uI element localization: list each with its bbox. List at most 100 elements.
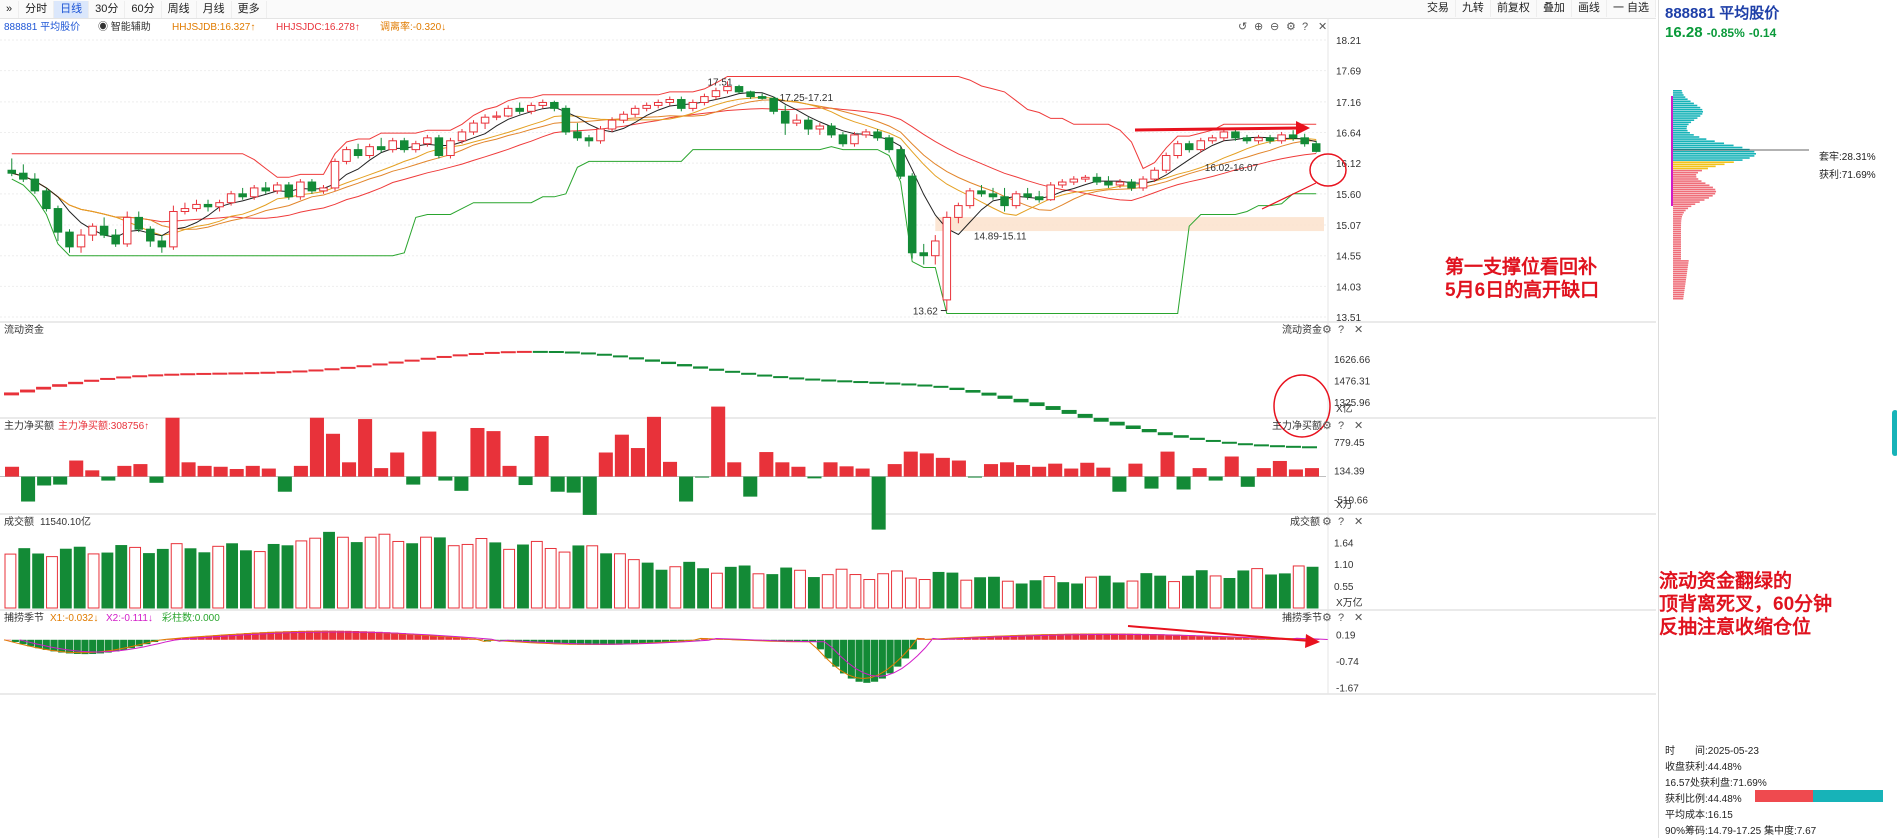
fishing-bar xyxy=(801,639,809,643)
fishing-bar xyxy=(1188,635,1196,640)
chip-bar xyxy=(1673,264,1689,266)
fishing-bar xyxy=(452,637,461,640)
liquidity-segment xyxy=(1109,421,1125,426)
tab-60min[interactable]: 60分 xyxy=(125,0,162,18)
y-tick-label: 16.12 xyxy=(1336,159,1361,170)
turnover-bar xyxy=(1043,576,1056,609)
liquidity-segment xyxy=(869,381,885,384)
tab-monthly[interactable]: 月线 xyxy=(197,0,232,18)
draw-line-button[interactable]: 画线 xyxy=(1572,0,1607,17)
netbuy-bar xyxy=(919,453,934,477)
chip-bar xyxy=(1673,106,1701,109)
fishing-bar xyxy=(58,639,66,653)
liquidity-segment xyxy=(981,392,997,396)
netbuy-bar xyxy=(470,427,485,477)
candle-body xyxy=(977,190,986,195)
turnover-bar xyxy=(281,545,294,609)
overlay-button[interactable]: 叠加 xyxy=(1537,0,1572,17)
liquidity-segment xyxy=(1029,402,1045,407)
candle-body xyxy=(134,216,144,230)
fishing-bar xyxy=(305,630,314,640)
turnover-bar xyxy=(1181,575,1194,609)
tab-more[interactable]: 更多 xyxy=(232,0,267,18)
chip-bar xyxy=(1673,108,1703,111)
candle-body xyxy=(1034,196,1044,201)
fishing-bar xyxy=(1234,637,1242,640)
netbuy-bar xyxy=(887,464,902,477)
chip-bar xyxy=(1673,293,1684,296)
upper-band-line xyxy=(11,76,1317,178)
liquidity-segment xyxy=(292,370,308,373)
liquidity-segment xyxy=(837,380,853,383)
nine-turn-button[interactable]: 九转 xyxy=(1456,0,1491,17)
chip-bar xyxy=(1673,234,1682,237)
fishing-bar xyxy=(600,639,608,645)
fishing-bar xyxy=(19,639,27,645)
liquidity-segment xyxy=(52,384,68,387)
tab-daily[interactable]: 日线 xyxy=(54,0,90,18)
liquidity-segment xyxy=(500,351,516,354)
support-annotation: 第一支撑位看回补 5月6日的高开缺口 xyxy=(1445,256,1599,302)
tab-intraday[interactable]: 分时 xyxy=(19,0,55,18)
netbuy-bar xyxy=(422,431,437,477)
turnover-bar xyxy=(18,548,31,609)
netbuy-bar xyxy=(1208,476,1223,481)
liquidity-segment xyxy=(1285,445,1301,448)
candle-body xyxy=(284,184,294,198)
trade-button[interactable]: 交易 xyxy=(1421,0,1456,17)
tab-30min[interactable]: 30分 xyxy=(89,0,126,18)
netbuy-bar xyxy=(903,451,918,477)
chip-bar xyxy=(1673,174,1697,176)
liquidity-segment xyxy=(677,364,693,367)
fishing-bar xyxy=(437,635,445,640)
turnover-bar xyxy=(794,569,806,609)
fishing-bar xyxy=(81,639,89,655)
turnover-bar xyxy=(1237,570,1250,609)
candle-body xyxy=(573,131,582,139)
liquidity-segment xyxy=(1141,429,1157,433)
netbuy-bar xyxy=(53,476,68,485)
candle-body xyxy=(746,91,755,98)
y-tick-label: 1325.96 xyxy=(1334,398,1371,409)
fishing-bar xyxy=(863,639,871,683)
turnover-bar xyxy=(988,576,1000,609)
watchlist-button[interactable]: 一 自选 xyxy=(1607,0,1656,17)
toolbar-right: 交易 九转 前复权 叠加 画线 一 自选 xyxy=(1421,0,1656,18)
fishing-bar xyxy=(832,639,840,667)
chip-bar xyxy=(1673,169,1702,172)
expand-icon[interactable]: » xyxy=(0,0,20,18)
fishing-bar xyxy=(391,632,399,640)
fishing-bar xyxy=(352,631,360,640)
chip-bar xyxy=(1673,113,1703,115)
liquidity-segment xyxy=(532,350,548,353)
fishing-bar xyxy=(1049,634,1057,640)
turnover-bar xyxy=(849,574,862,609)
netbuy-bar xyxy=(1192,468,1207,477)
chip-bar xyxy=(1673,201,1700,203)
liquidity-segment xyxy=(324,368,340,371)
candle-body xyxy=(757,96,767,99)
netbuy-bar xyxy=(37,476,52,486)
turnover-bar xyxy=(267,543,280,609)
adjust-button[interactable]: 前复权 xyxy=(1491,0,1537,17)
profit-ratio-bar-red xyxy=(1755,790,1813,802)
chip-time: 时 间:2025-05-23 xyxy=(1665,746,1759,757)
fishing-bar xyxy=(584,639,592,645)
panel-tool-icon: ? xyxy=(1338,324,1344,336)
netbuy-bar xyxy=(1096,467,1111,477)
scrollbar-handle[interactable] xyxy=(1892,410,1897,456)
candle-body xyxy=(965,190,975,207)
turnover-bar xyxy=(821,574,834,609)
trend-arrow-line xyxy=(1134,126,1301,132)
turnover-bar xyxy=(697,568,709,609)
toolbar: » 分时 日线 30分 60分 周线 月线 更多 交易 九转 前复权 叠加 画线… xyxy=(0,0,1656,19)
fishing-bar xyxy=(1141,633,1150,640)
y-tick-label: 0.55 xyxy=(1334,582,1354,593)
chip-bar xyxy=(1673,203,1696,205)
turnover-bar xyxy=(1168,581,1180,609)
chip-bar xyxy=(1673,255,1681,258)
turnover-bar xyxy=(780,567,793,609)
turnover-bar xyxy=(669,566,682,609)
fishing-bar xyxy=(561,639,569,645)
tab-weekly[interactable]: 周线 xyxy=(162,0,197,18)
